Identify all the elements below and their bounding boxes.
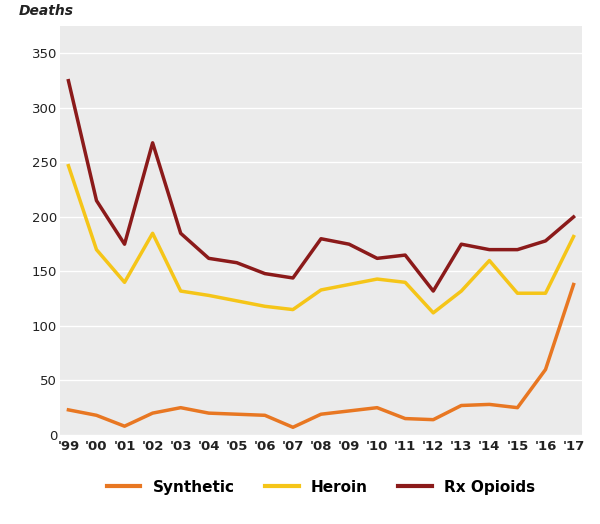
Legend: Synthetic, Heroin, Rx Opioids: Synthetic, Heroin, Rx Opioids <box>101 474 541 501</box>
Text: Deaths: Deaths <box>18 4 73 18</box>
